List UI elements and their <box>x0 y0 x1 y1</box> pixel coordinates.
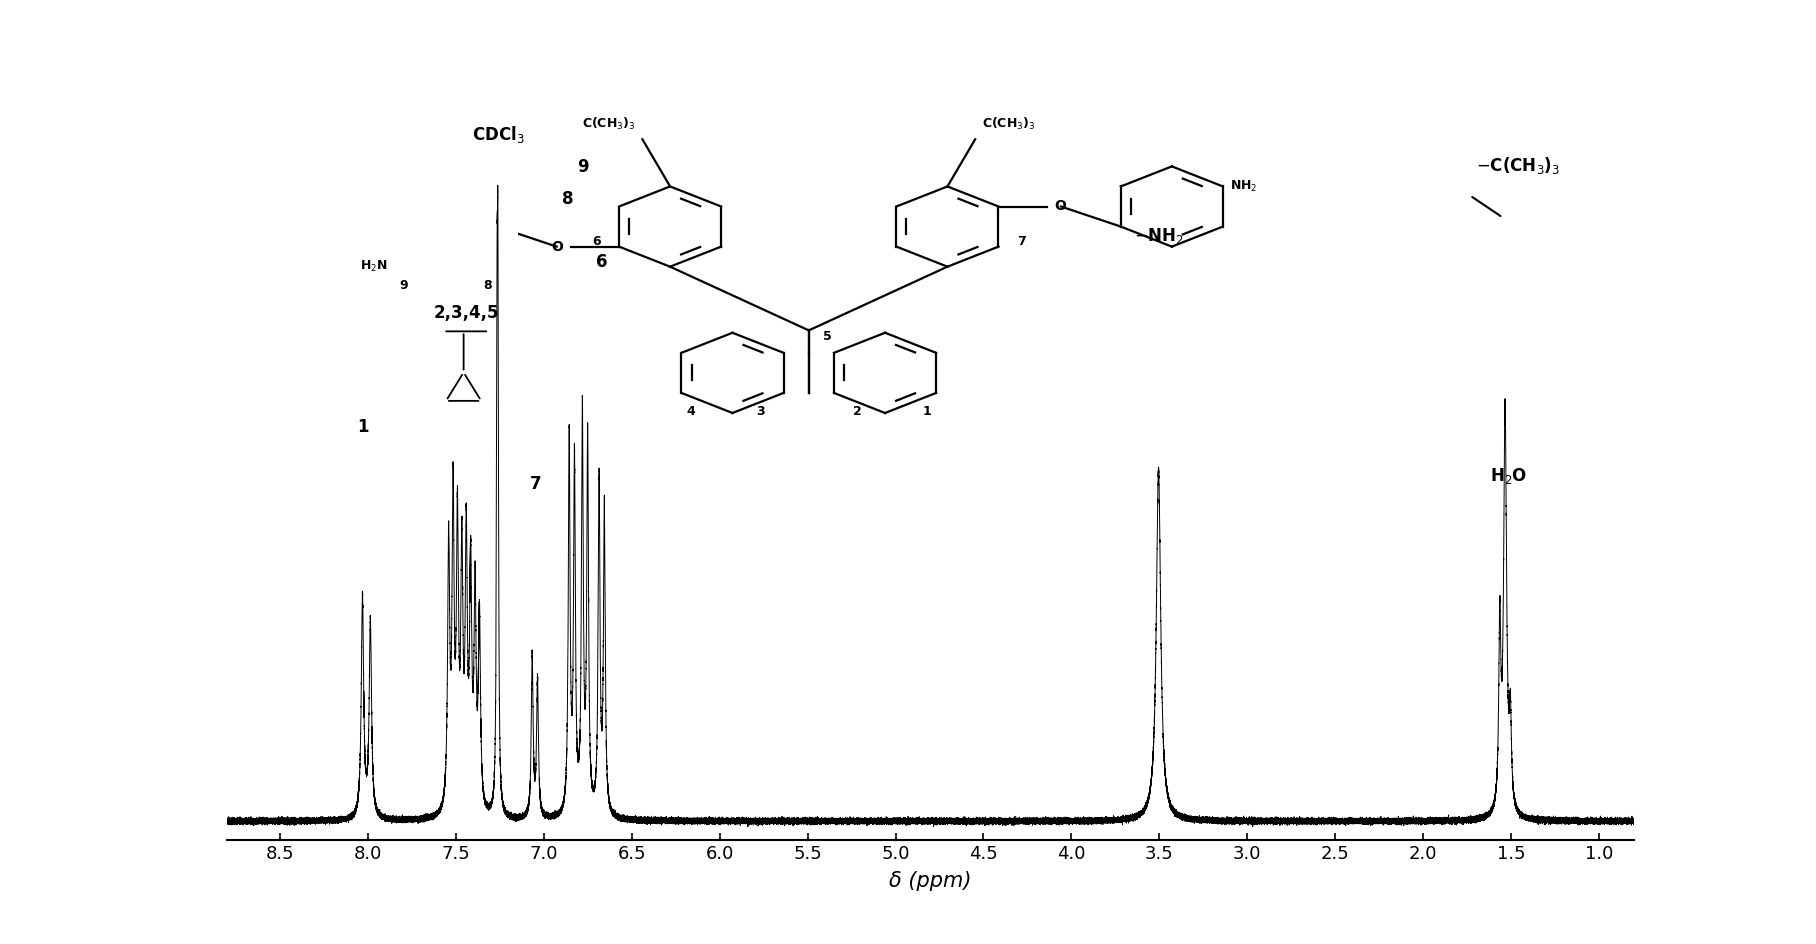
Text: $-$NH$_2$: $-$NH$_2$ <box>1133 226 1184 246</box>
Text: 2,3,4,5: 2,3,4,5 <box>434 304 499 322</box>
Text: O: O <box>552 240 563 254</box>
Text: 9: 9 <box>577 159 588 177</box>
Text: 4: 4 <box>686 405 696 418</box>
Text: 2: 2 <box>854 405 863 418</box>
Text: C(CH$_3$)$_3$: C(CH$_3$)$_3$ <box>583 116 636 132</box>
Text: C(CH$_3$)$_3$: C(CH$_3$)$_3$ <box>982 116 1035 132</box>
Text: 8: 8 <box>483 279 492 292</box>
Text: CDCl$_3$: CDCl$_3$ <box>472 124 525 144</box>
Text: 9: 9 <box>400 279 409 292</box>
Text: O: O <box>1053 199 1066 213</box>
Text: H$_2$O: H$_2$O <box>1489 466 1527 486</box>
X-axis label: δ (ppm): δ (ppm) <box>890 871 972 891</box>
Text: 7: 7 <box>1017 235 1026 248</box>
Text: 6: 6 <box>596 253 608 271</box>
Text: NH$_2$: NH$_2$ <box>1229 179 1257 194</box>
Text: 7: 7 <box>530 475 541 493</box>
Text: 1: 1 <box>923 405 932 418</box>
Text: $-$C(CH$_3$)$_3$: $-$C(CH$_3$)$_3$ <box>1476 156 1560 177</box>
Text: H$_2$N: H$_2$N <box>360 260 389 274</box>
Text: 3: 3 <box>755 405 765 418</box>
Text: 5: 5 <box>823 329 832 343</box>
Text: 8: 8 <box>561 190 574 208</box>
Text: 6: 6 <box>592 235 601 248</box>
Text: 1: 1 <box>356 417 369 435</box>
